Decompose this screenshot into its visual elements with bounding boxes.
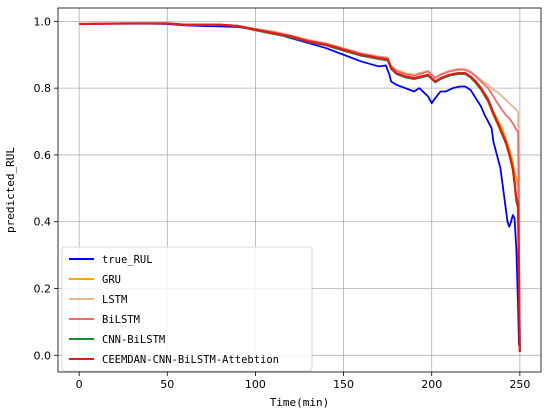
legend-label: true_RUL <box>102 254 153 266</box>
legend-label: LSTM <box>102 294 127 306</box>
y-axis-label: predicted_RUL <box>4 147 17 233</box>
legend-label: CEEMDAN-CNN-BiLSTM-Attebtion <box>102 354 279 366</box>
x-tick-label: 200 <box>421 378 442 391</box>
legend-label: BiLSTM <box>102 314 140 326</box>
legend: true_RUL GRU LSTM BiLSTM CNN-BiLSTM CEEMDAN-C… <box>61 246 313 372</box>
x-axis-ticks: 0 50 100 150 200 250 <box>76 372 530 391</box>
series-lines <box>79 22 521 352</box>
legend-label: CNN-BiLSTM <box>102 334 165 346</box>
x-tick-label: 100 <box>245 378 266 391</box>
legend-label: GRU <box>102 274 121 286</box>
y-axis-ticks: 0.0 0.2 0.4 0.6 0.8 1.0 <box>34 15 58 362</box>
y-tick-label: 0.6 <box>34 149 52 162</box>
x-tick-label: 50 <box>160 378 174 391</box>
x-tick-label: 0 <box>76 378 83 391</box>
plot-frame <box>57 7 542 373</box>
y-tick-label: 0.4 <box>34 216 52 229</box>
series-line-ceemdan-cnn-bilstm-attebtion <box>79 22 521 352</box>
y-tick-label: 0.8 <box>34 82 52 95</box>
y-tick-label: 0.0 <box>34 349 52 362</box>
x-tick-label: 250 <box>509 378 530 391</box>
x-axis-label: Time(min) <box>270 396 330 409</box>
x-tick-label: 150 <box>333 378 354 391</box>
y-tick-label: 1.0 <box>34 15 52 28</box>
legend-box <box>61 246 313 372</box>
y-tick-label: 0.2 <box>34 283 52 296</box>
